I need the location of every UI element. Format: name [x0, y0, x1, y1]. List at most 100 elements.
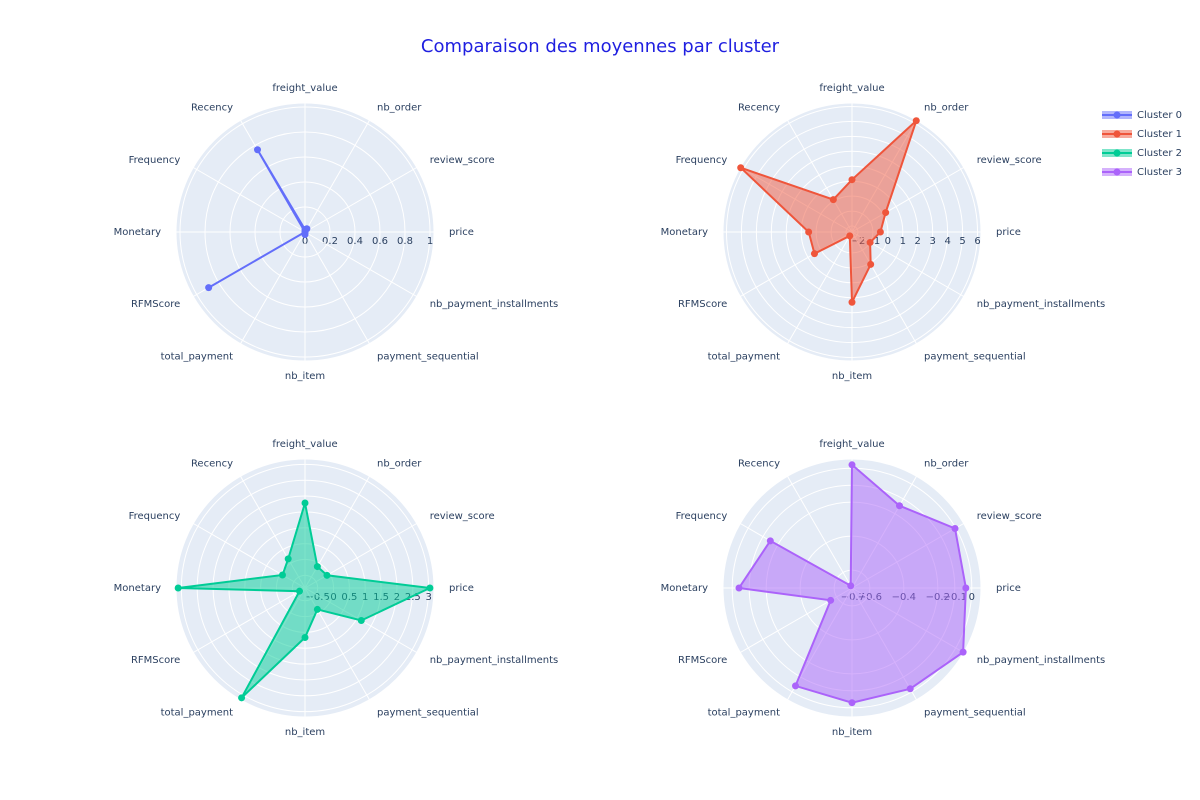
category-label: nb_order: [924, 102, 969, 113]
data-point: [313, 563, 321, 571]
data-point: [962, 584, 970, 592]
data-point: [810, 250, 818, 258]
category-label: Frequency: [129, 155, 181, 166]
data-point: [766, 537, 774, 545]
data-point: [735, 584, 743, 592]
legend-marker: [1113, 149, 1121, 157]
spoke: [786, 231, 853, 345]
r-tick-label: 1: [427, 236, 433, 247]
category-label: RFMScore: [131, 655, 180, 666]
r-tick-label: 3: [425, 592, 431, 603]
spoke: [304, 166, 418, 233]
data-point: [846, 232, 854, 240]
category-label: RFMScore: [678, 655, 727, 666]
data-point: [254, 146, 261, 154]
polar-border: [173, 100, 437, 364]
category-label: Frequency: [129, 511, 181, 522]
r-tick-label: 1: [900, 236, 906, 247]
polar-border: [720, 456, 984, 720]
r-tick-label: 2.5: [405, 592, 421, 603]
category-label: payment_sequential: [377, 352, 479, 363]
data-point: [848, 176, 856, 184]
r-tick-label: 0: [969, 592, 975, 603]
category-label: payment_sequential: [924, 708, 1026, 719]
category-label: price: [996, 583, 1021, 594]
category-label: review_score: [977, 511, 1042, 522]
category-label: freight_value: [819, 83, 884, 94]
category-label: RFMScore: [678, 299, 727, 310]
data-point: [848, 298, 856, 306]
r-tick-label: 4: [944, 236, 950, 247]
category-label: nb_order: [377, 458, 422, 469]
r-tick-label: 0.2: [322, 236, 338, 247]
category-label: payment_sequential: [924, 352, 1026, 363]
data-point: [357, 617, 365, 624]
data-point: [791, 682, 799, 690]
data-point: [895, 502, 903, 510]
data-point: [301, 228, 309, 236]
legend-label: Cluster 3: [1137, 167, 1182, 178]
data-point: [296, 587, 304, 595]
r-tick-label: 6: [974, 236, 980, 247]
category-label: freight_value: [272, 83, 337, 94]
data-point: [737, 164, 745, 172]
category-label: total_payment: [708, 352, 780, 363]
category-label: total_payment: [161, 708, 233, 719]
category-label: Monetary: [661, 227, 708, 238]
data-point: [174, 584, 182, 592]
r-tick-label: 0.6: [372, 236, 388, 247]
category-label: freight_value: [819, 439, 884, 450]
r-tick-label: 5: [959, 236, 965, 247]
spoke: [192, 166, 306, 233]
r-tick-label: 2: [915, 236, 921, 247]
category-label: Monetary: [114, 583, 161, 594]
data-point: [882, 209, 890, 217]
category-label: nb_order: [377, 102, 422, 113]
category-label: nb_item: [285, 371, 325, 382]
category-label: RFMScore: [131, 299, 180, 310]
data-point: [278, 571, 286, 579]
category-label: price: [449, 227, 474, 238]
category-label: Recency: [191, 102, 233, 113]
data-point: [847, 582, 855, 590]
data-point: [301, 499, 309, 507]
data-point: [313, 605, 321, 613]
legend-label: Cluster 0: [1137, 110, 1182, 121]
r-tick-label: 0.4: [347, 236, 363, 247]
category-label: Recency: [738, 458, 780, 469]
spoke: [304, 119, 371, 233]
data-point: [867, 260, 875, 268]
data-point: [848, 461, 856, 469]
data-point: [805, 228, 813, 236]
category-label: Frequency: [676, 511, 728, 522]
legend-marker: [1113, 130, 1121, 138]
category-label: total_payment: [708, 708, 780, 719]
spoke: [239, 231, 306, 345]
data-point: [301, 633, 309, 641]
category-label: Frequency: [676, 155, 728, 166]
chart-title: Comparaison des moyennes par cluster: [421, 36, 780, 57]
data-point: [959, 648, 967, 656]
data-point: [323, 571, 331, 579]
category-label: Monetary: [114, 227, 161, 238]
r-tick-label: 0.8: [397, 236, 413, 247]
category-label: price: [449, 583, 474, 594]
category-label: Recency: [738, 102, 780, 113]
legend-label: Cluster 2: [1137, 148, 1182, 159]
data-point: [426, 584, 434, 592]
category-label: Monetary: [661, 583, 708, 594]
category-label: nb_payment_installments: [977, 655, 1106, 666]
category-label: nb_item: [285, 727, 325, 738]
data-point: [238, 694, 246, 702]
legend-label: Cluster 1: [1137, 129, 1182, 140]
data-point: [912, 117, 920, 125]
category-label: nb_payment_installments: [430, 299, 559, 310]
data-point: [876, 228, 884, 236]
data-point: [848, 699, 856, 707]
spoke: [192, 587, 306, 654]
data-point: [906, 685, 914, 693]
data-point: [284, 555, 292, 563]
category-label: price: [996, 227, 1021, 238]
data-point: [205, 284, 213, 292]
